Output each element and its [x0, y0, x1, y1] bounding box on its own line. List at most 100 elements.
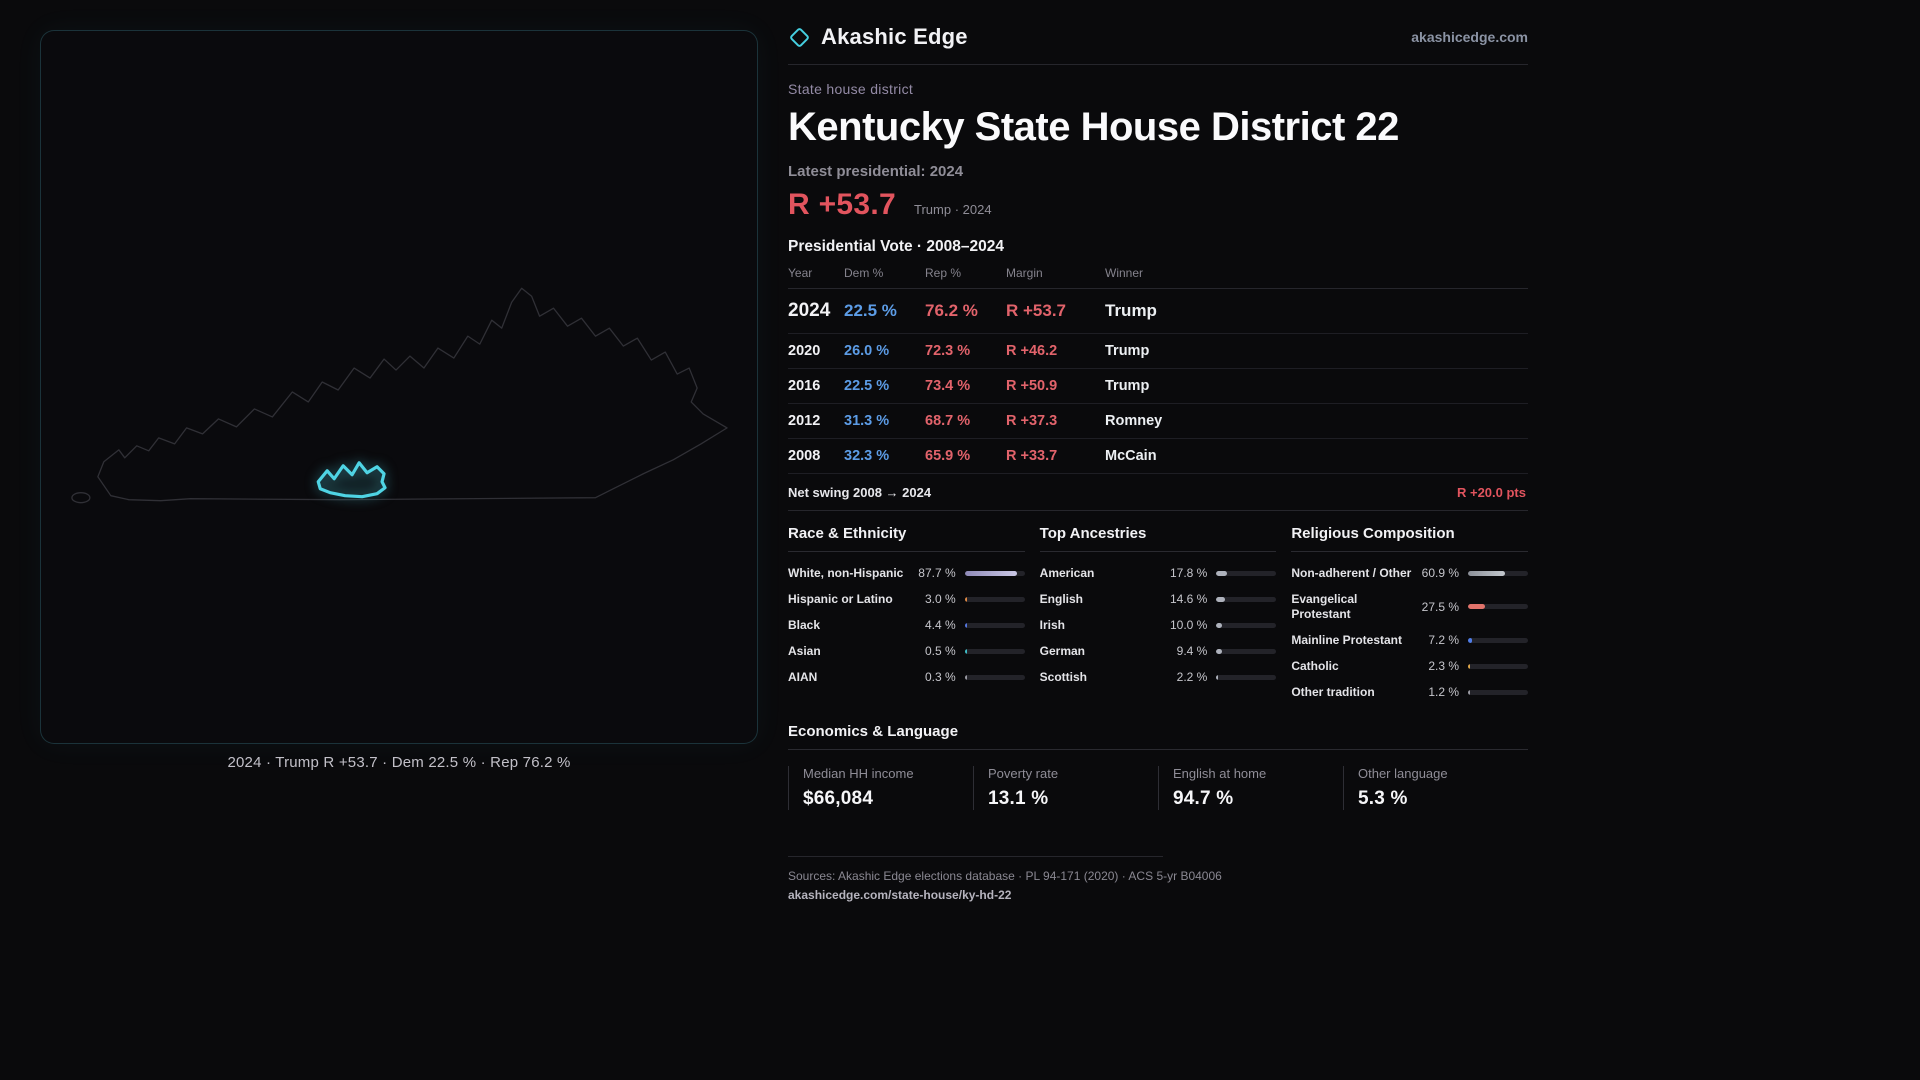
bar-track: [1468, 604, 1528, 609]
demo-row: Evangelical Protestant 27.5 %: [1291, 586, 1528, 627]
economics-title: Economics & Language: [788, 723, 1528, 750]
margin-cell: R +33.7: [1006, 448, 1058, 464]
dem-cell: 22.5 %: [844, 301, 897, 320]
race-ethnicity-column: Race & Ethnicity White, non-Hispanic 87.…: [788, 525, 1025, 705]
demo-row: Irish 10.0 %: [1040, 612, 1277, 638]
demo-value: 9.4 %: [1176, 644, 1208, 658]
demo-row: Non-adherent / Other 60.9 %: [1291, 560, 1528, 586]
margin-cell: R +37.3: [1006, 413, 1058, 429]
bar-fill: [1468, 604, 1485, 609]
demo-value: 4.4 %: [924, 618, 956, 632]
stat-poverty-rate: Poverty rate 13.1 %: [973, 766, 1158, 810]
col-year: Year: [788, 266, 813, 280]
stat-value: 94.7 %: [1173, 788, 1234, 809]
footer: Sources: Akashic Edge elections database…: [788, 856, 1528, 904]
demo-value: 0.5 %: [924, 644, 956, 658]
bar-track: [1468, 689, 1528, 695]
race-ethnicity-title: Race & Ethnicity: [788, 525, 1025, 552]
bar-track: [1468, 637, 1528, 643]
net-swing-row: Net swing 2008 → 2024 R +20.0 pts: [788, 474, 1528, 511]
dem-cell: 31.3 %: [844, 413, 890, 429]
vote-row-2016: 2016 22.5 % 73.4 % R +50.9 Trump: [788, 369, 1528, 404]
net-swing-label: Net swing 2008 → 2024: [788, 485, 932, 500]
bar-track: [1216, 648, 1277, 654]
vote-table-title: Presidential Vote · 2008–2024: [788, 238, 1004, 255]
winner-cell: Trump: [1105, 301, 1157, 320]
bar-fill: [1216, 570, 1227, 576]
demo-row: Mainline Protestant 7.2 %: [1291, 627, 1528, 653]
demo-label: Other tradition: [1291, 684, 1375, 699]
demo-row: White, non-Hispanic 87.7 %: [788, 560, 1025, 586]
demo-label: Black: [788, 617, 821, 632]
permalink[interactable]: akashicedge.com/state-house/ky-hd-22: [788, 888, 1012, 902]
demo-value: 10.0 %: [1169, 618, 1208, 632]
rep-cell: 73.4 %: [925, 378, 971, 394]
rep-cell: 76.2 %: [925, 301, 978, 320]
net-swing-value: R +20.0 pts: [1456, 485, 1526, 500]
demo-label: Asian: [788, 643, 821, 658]
bar-fill: [1216, 622, 1223, 628]
demo-label: Irish: [1039, 617, 1065, 632]
vote-row-2012: 2012 31.3 % 68.7 % R +37.3 Romney: [788, 404, 1528, 439]
bar-fill: [964, 648, 967, 654]
stat-label: Median HH income: [803, 766, 914, 781]
demo-row: Hispanic or Latino 3.0 %: [788, 586, 1025, 612]
winner-cell: Trump: [1105, 378, 1150, 394]
dem-cell: 32.3 %: [844, 448, 890, 464]
latest-presidential-label: Latest presidential: 2024: [788, 163, 964, 180]
district-22-highlight[interactable]: [316, 461, 387, 499]
bar-fill: [964, 622, 968, 628]
bar-track: [1468, 570, 1528, 576]
bar-fill: [1468, 637, 1473, 643]
winner-cell: Trump: [1105, 343, 1150, 359]
demo-label: Mainline Protestant: [1291, 632, 1403, 647]
winner-cell: Romney: [1105, 413, 1163, 429]
brand-name: Akashic Edge: [821, 24, 968, 49]
rep-cell: 65.9 %: [925, 448, 971, 464]
bar-fill: [1216, 674, 1219, 680]
margin-cell: R +50.9: [1006, 378, 1058, 394]
bar-track: [964, 648, 1025, 654]
sources-text: Sources: Akashic Edge elections database…: [788, 869, 1222, 883]
bar-fill: [964, 674, 967, 680]
demographics-section: Race & Ethnicity White, non-Hispanic 87.…: [788, 525, 1528, 705]
demo-value: 0.3 %: [924, 670, 956, 684]
district-map-panel: [40, 30, 758, 744]
year-cell: 2012: [788, 413, 821, 429]
ancestries-title: Top Ancestries: [1039, 525, 1277, 552]
bar-fill: [1468, 570, 1505, 576]
map-caption: 2024 · Trump R +53.7 · Dem 22.5 % · Rep …: [227, 754, 571, 771]
headline-margin-note: Trump · 2024: [914, 202, 992, 217]
col-dem: Dem %: [844, 266, 884, 280]
religion-title: Religious Composition: [1291, 525, 1528, 552]
stat-card: Akashic Edge akashicedge.com State house…: [788, 24, 1528, 904]
bar-track: [964, 570, 1025, 576]
demo-value: 27.5 %: [1421, 599, 1459, 614]
vote-row-2008: 2008 32.3 % 65.9 % R +33.7 McCain: [788, 439, 1528, 474]
kicker: State house district: [788, 81, 914, 97]
year-cell: 2024: [788, 300, 831, 321]
bar-fill: [1216, 596, 1226, 602]
brand-domain-link[interactable]: akashicedge.com: [1411, 29, 1528, 45]
stat-value: 13.1 %: [988, 788, 1049, 809]
stat-english-at-home: English at home 94.7 %: [1158, 766, 1343, 810]
religion-column: Religious Composition Non-adherent / Oth…: [1291, 525, 1528, 705]
vote-table-header: Year Dem % Rep % Margin Winner: [788, 266, 1528, 289]
demo-label: Hispanic or Latino: [788, 591, 893, 606]
year-cell: 2016: [788, 378, 821, 394]
winner-cell: McCain: [1105, 448, 1157, 464]
demo-label: Scottish: [1039, 669, 1087, 684]
demo-label: German: [1039, 643, 1086, 658]
bar-track: [1216, 674, 1277, 680]
demo-label: White, non-Hispanic: [788, 565, 904, 580]
rep-cell: 72.3 %: [925, 343, 971, 359]
ancestries-column: Top Ancestries American 17.8 % English 1…: [1039, 525, 1277, 705]
stat-value: $66,084: [803, 788, 874, 809]
year-cell: 2020: [788, 343, 821, 359]
footer-divider: [788, 856, 1163, 857]
stat-label: Other language: [1358, 766, 1448, 781]
bar-fill: [1216, 648, 1222, 654]
west-border-loop: [71, 492, 91, 504]
bar-track: [1216, 596, 1277, 602]
demo-value: 3.0 %: [924, 592, 956, 606]
